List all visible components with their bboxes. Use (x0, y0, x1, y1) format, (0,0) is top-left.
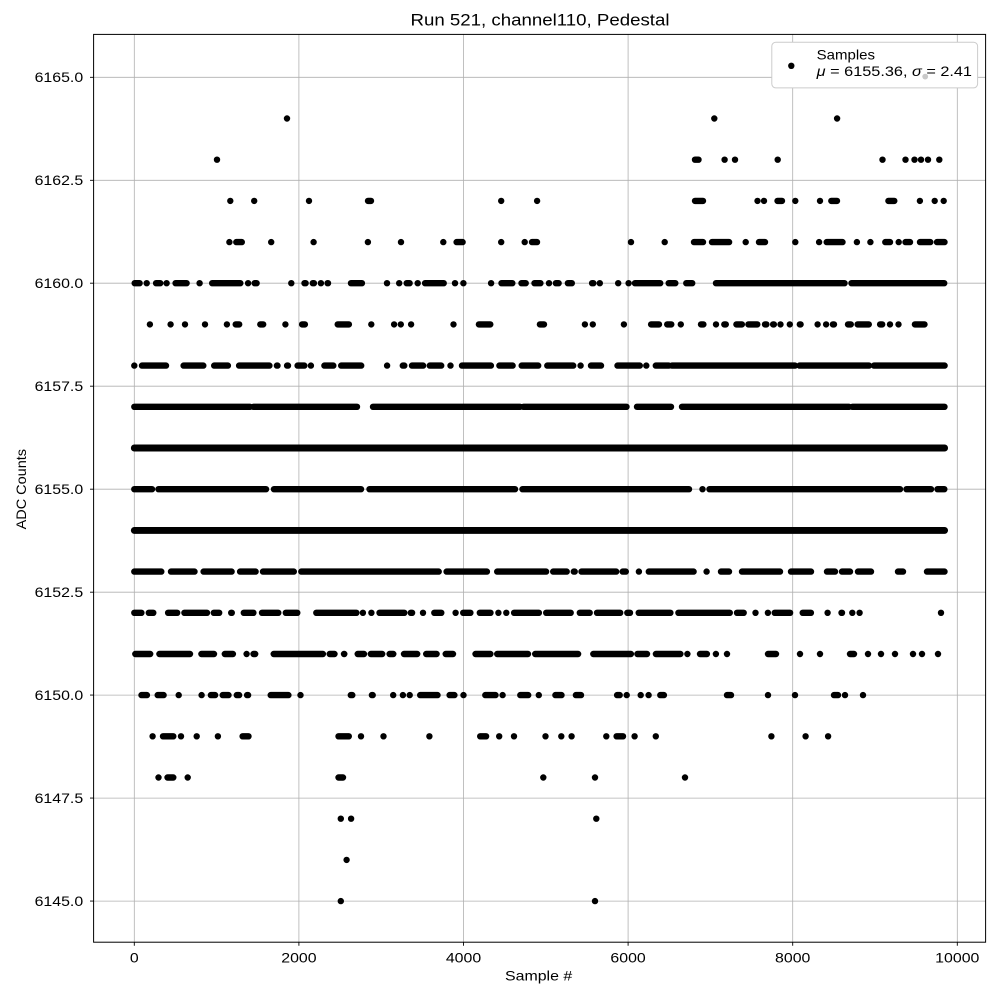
svg-text:2000: 2000 (281, 949, 317, 965)
svg-text:6165.0: 6165.0 (35, 69, 84, 85)
svg-text:8000: 8000 (775, 949, 811, 965)
svg-text:6157.5: 6157.5 (35, 378, 84, 394)
svg-text:6155.0: 6155.0 (35, 481, 84, 497)
svg-text:μ = 6155.36, σ = 2.41: μ = 6155.36, σ = 2.41 (816, 63, 973, 79)
svg-text:4000: 4000 (446, 949, 482, 965)
svg-text:6145.0: 6145.0 (35, 893, 84, 909)
svg-text:Samples: Samples (817, 47, 875, 63)
svg-text:6150.0: 6150.0 (35, 687, 84, 703)
svg-text:6147.5: 6147.5 (35, 790, 84, 806)
svg-text:ADC Counts: ADC Counts (13, 449, 29, 529)
svg-text:6000: 6000 (610, 949, 646, 965)
svg-text:Run 521, channel110, Pedestal: Run 521, channel110, Pedestal (411, 10, 670, 29)
svg-text:6160.0: 6160.0 (35, 275, 84, 291)
svg-text:6162.5: 6162.5 (35, 172, 84, 188)
svg-text:6152.5: 6152.5 (35, 584, 84, 600)
svg-text:0: 0 (130, 949, 139, 965)
svg-text:Sample #: Sample # (505, 968, 573, 984)
svg-text:10000: 10000 (935, 949, 979, 965)
